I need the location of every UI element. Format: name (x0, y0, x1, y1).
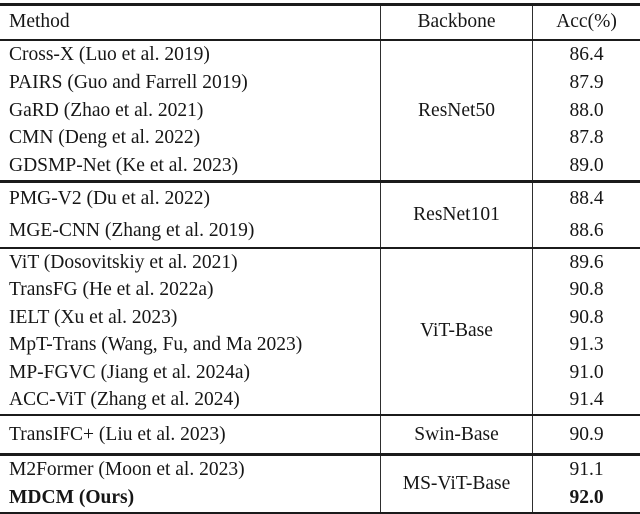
acc-cell-ours: 92.0 (569, 486, 604, 508)
acc-cell: 90.8 (569, 306, 604, 328)
method-cell: ACC-ViT (Zhang et al. 2024) (9, 389, 240, 411)
header-acc-cell: Acc(%) (533, 6, 640, 39)
acc-cell: 87.8 (569, 127, 604, 149)
method-cell-ours: MDCM (Ours) (9, 486, 135, 508)
rule-group-separator (0, 246, 640, 249)
col-header-backbone: Backbone (380, 5, 533, 39)
method-cell: CMN (Deng et al. 2022) (9, 127, 201, 149)
method-cell: GDSMP-Net (Ke et al. 2023) (9, 155, 239, 177)
table-group-ms-vit-base: M2Former (Moon et al. 2023) MDCM (Ours) … (0, 455, 640, 512)
backbone-cell: ViT-Base (380, 248, 533, 414)
header-method-cell: Method (0, 6, 380, 39)
method-cell: PMG-V2 (Du et al. 2022) (9, 187, 210, 209)
rule-group-separator (0, 453, 640, 456)
acc-cell: 86.4 (569, 44, 604, 66)
acc-cell: 90.8 (569, 279, 604, 301)
method-cell: MP-FGVC (Jiang et al. 2024a) (9, 361, 251, 383)
acc-cell: 87.9 (569, 71, 604, 93)
backbone-cell: ResNet101 (380, 182, 533, 247)
rule-header-bottom (0, 38, 640, 42)
rule-top (0, 3, 640, 6)
acc-column: 90.9 (533, 416, 640, 453)
acc-cell: 89.6 (569, 251, 604, 273)
method-cell: GaRD (Zhao et al. 2021) (9, 99, 204, 121)
method-column: PMG-V2 (Du et al. 2022) MGE-CNN (Zhang e… (0, 183, 380, 247)
table-group-resnet101: PMG-V2 (Du et al. 2022) MGE-CNN (Zhang e… (0, 182, 640, 247)
rule-group-separator (0, 180, 640, 183)
acc-cell: 90.9 (569, 423, 604, 445)
method-cell: M2Former (Moon et al. 2023) (9, 458, 245, 480)
method-column: M2Former (Moon et al. 2023) MDCM (Ours) (0, 456, 380, 512)
method-cell: IELT (Xu et al. 2023) (9, 306, 178, 328)
acc-cell: 91.3 (569, 334, 604, 356)
method-column: ViT (Dosovitskiy et al. 2021) TransFG (H… (0, 249, 380, 414)
method-cell: TransIFC+ (Liu et al. 2023) (9, 423, 226, 445)
table-group-vit-base: ViT (Dosovitskiy et al. 2021) TransFG (H… (0, 248, 640, 414)
table-group-resnet50: Cross-X (Luo et al. 2019) PAIRS (Guo and… (0, 41, 640, 181)
method-cell: PAIRS (Guo and Farrell 2019) (9, 71, 248, 93)
method-column: TransIFC+ (Liu et al. 2023) (0, 416, 380, 453)
acc-cell: 88.0 (569, 99, 604, 121)
acc-cell: 91.4 (569, 389, 604, 411)
acc-cell: 88.4 (569, 187, 604, 209)
col-header-method: Method (9, 11, 70, 33)
method-cell: MGE-CNN (Zhang et al. 2019) (9, 219, 255, 241)
acc-column: 91.1 92.0 (533, 456, 640, 512)
method-cell: Cross-X (Luo et al. 2019) (9, 44, 210, 66)
method-column: Cross-X (Luo et al. 2019) PAIRS (Guo and… (0, 41, 380, 180)
table-group-swin-base: TransIFC+ (Liu et al. 2023) Swin-Base 90… (0, 416, 640, 454)
acc-column: 88.4 88.6 (533, 183, 640, 247)
acc-cell: 91.1 (569, 458, 604, 480)
method-cell: TransFG (He et al. 2022a) (9, 279, 214, 301)
acc-cell: 88.6 (569, 219, 604, 241)
table-header-row: Method Backbone Acc(%) (0, 5, 640, 39)
acc-cell: 89.0 (569, 155, 604, 177)
acc-cell: 91.0 (569, 361, 604, 383)
backbone-cell: Swin-Base (380, 416, 533, 454)
rule-group-separator (0, 413, 640, 417)
backbone-cell: MS-ViT-Base (380, 455, 533, 512)
method-cell: MpT-Trans (Wang, Fu, and Ma 2023) (9, 334, 303, 356)
acc-column: 89.6 90.8 90.8 91.3 91.0 91.4 (533, 249, 640, 414)
method-cell: ViT (Dosovitskiy et al. 2021) (9, 251, 238, 273)
acc-column: 86.4 87.9 88.0 87.8 89.0 (533, 41, 640, 180)
rule-bottom (0, 511, 640, 514)
col-header-acc: Acc(%) (556, 11, 617, 33)
backbone-cell: ResNet50 (380, 41, 533, 181)
